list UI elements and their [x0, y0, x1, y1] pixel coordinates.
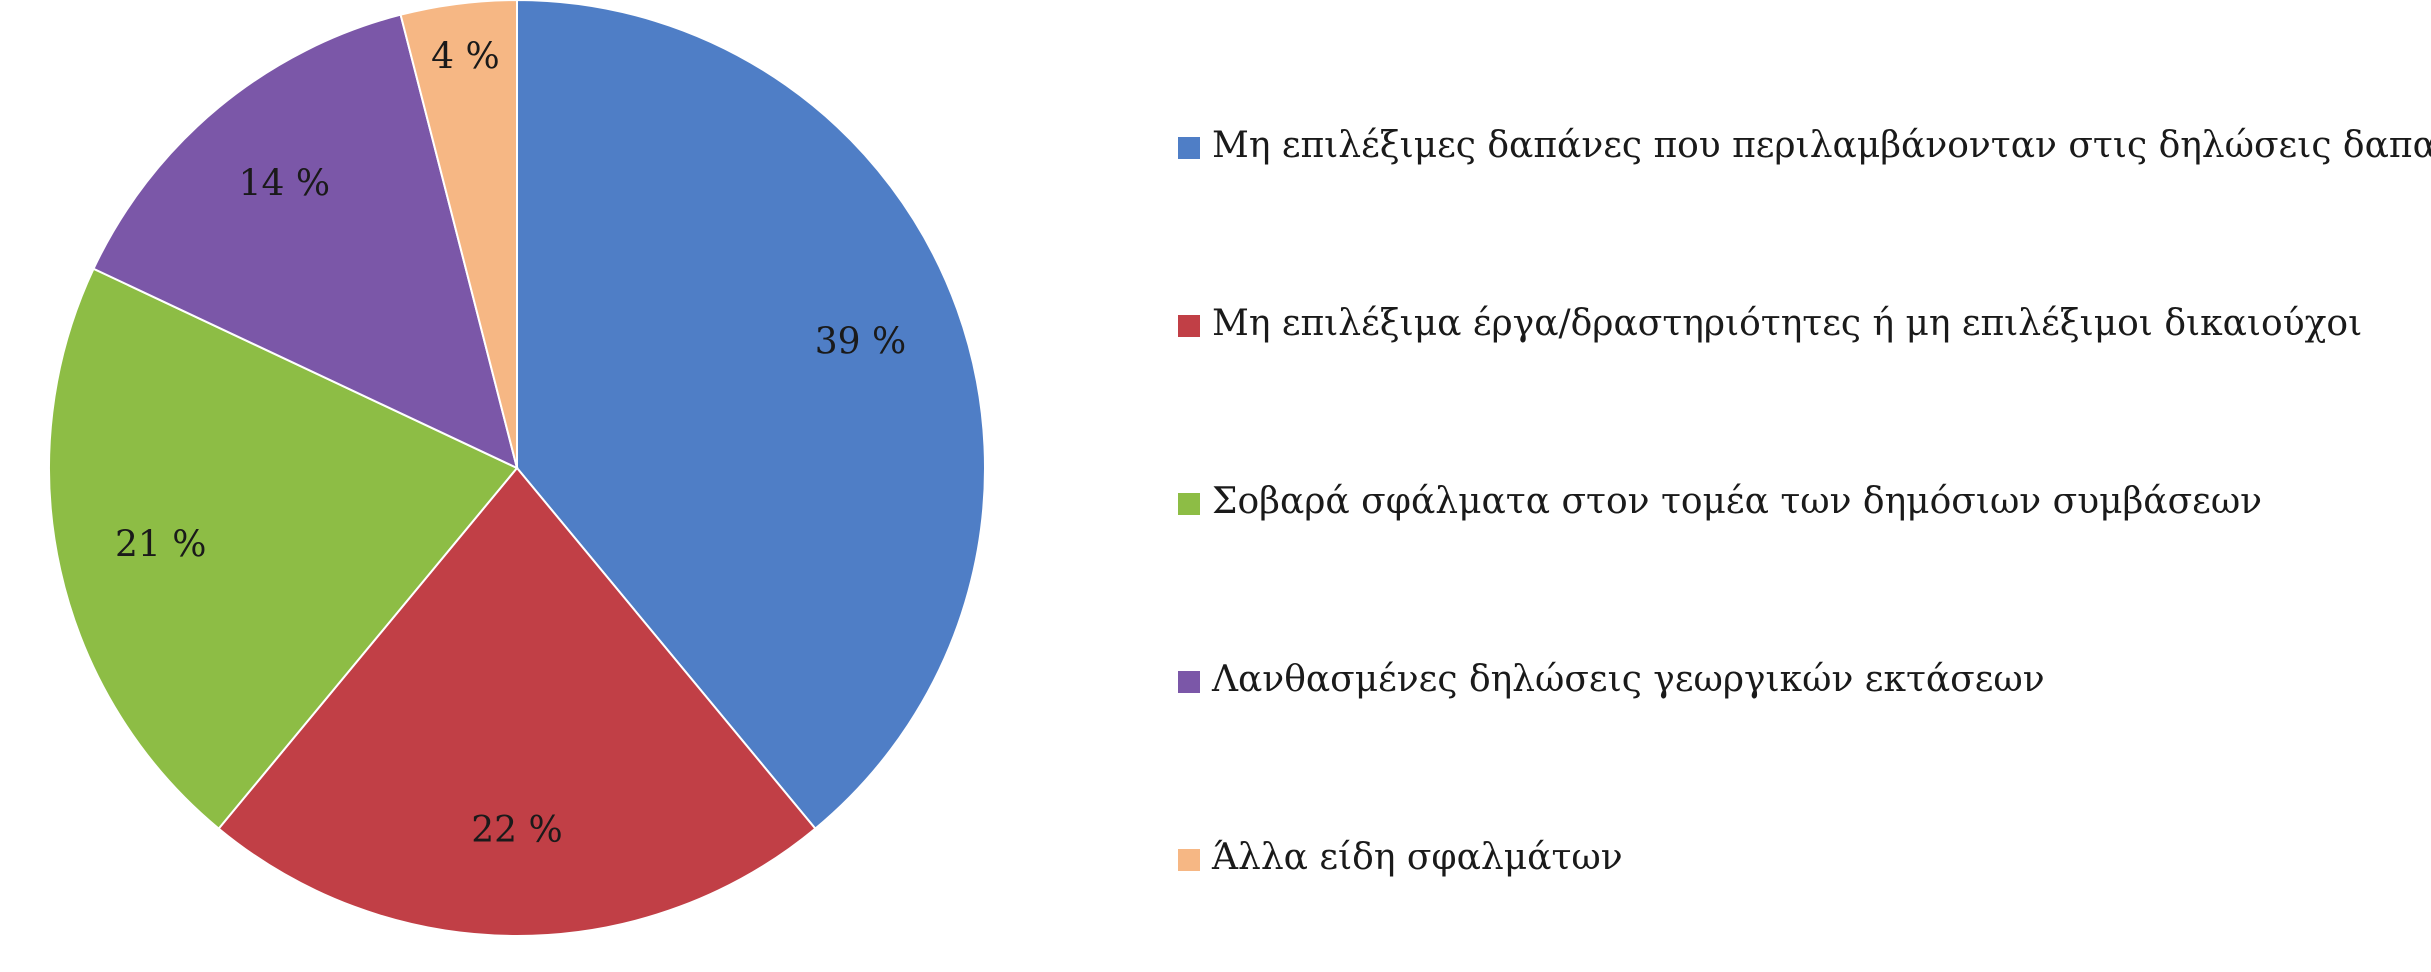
legend-swatch-3 — [1178, 493, 1200, 515]
slice-value-label-1: 39 % — [815, 321, 906, 362]
pie-slice-3 — [48, 267, 519, 831]
legend-swatch-4 — [1178, 671, 1200, 693]
legend-label-5: Άλλα είδη σφαλμάτων — [1211, 837, 1623, 878]
slice-value-label-3: 21 % — [115, 525, 206, 566]
legend-label-2: Μη επιλέξιμα έργα/δραστηριότητες ή μη επ… — [1212, 303, 2362, 344]
pie-slice-2 — [217, 466, 817, 937]
pie-slice-1 — [516, 0, 986, 831]
pie-slice-labels: 39 % 22 % 21 % 14 % 4 % — [115, 36, 906, 851]
legend-swatch-5 — [1178, 849, 1200, 871]
legend-label-1: Μη επιλέξιμες δαπάνες που περιλαμβάνοντα… — [1212, 125, 2431, 166]
pie-slice-4 — [92, 13, 519, 470]
slice-value-label-5: 4 % — [431, 36, 500, 77]
slice-value-label-4: 14 % — [239, 164, 330, 205]
pie-slices — [48, 0, 986, 937]
legend-label-4: Λανθασμένες δηλώσεις γεωργικών εκτάσεων — [1211, 659, 2045, 700]
pie-slice-5 — [399, 0, 518, 469]
legend-swatch-2 — [1178, 315, 1200, 337]
slice-value-label-2: 22 % — [471, 810, 562, 851]
legend-swatch-1 — [1178, 137, 1200, 159]
legend: Μη επιλέξιμες δαπάνες που περιλαμβάνοντα… — [1178, 125, 2431, 878]
legend-label-3: Σοβαρά σφάλματα στον τομέα των δημόσιων … — [1212, 481, 2262, 522]
